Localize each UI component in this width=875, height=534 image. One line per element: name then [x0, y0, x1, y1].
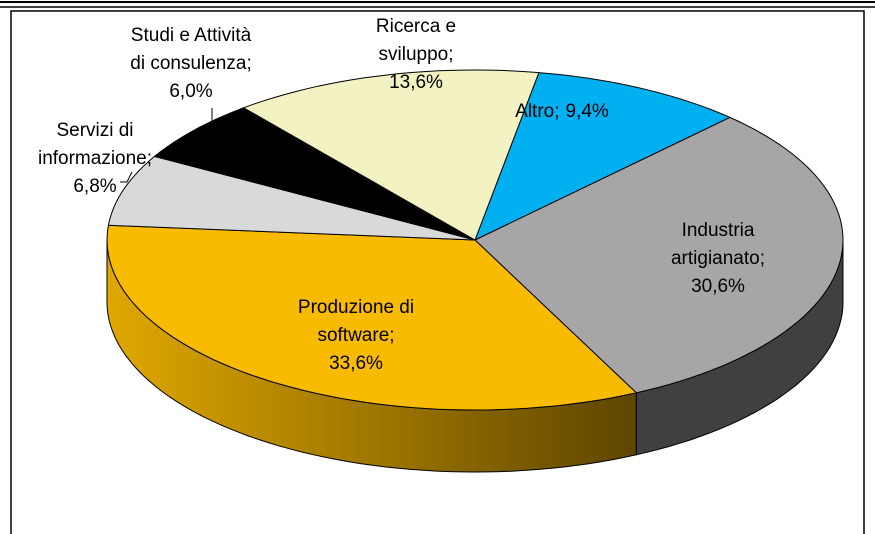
data-label: Servizi di informazione; 6,8%	[38, 120, 152, 197]
label-separator: ;	[147, 148, 152, 169]
label-separator: ;	[246, 53, 251, 74]
slice	[106, 224, 638, 411]
label-line: Industria	[682, 220, 755, 241]
label-separator: ;	[554, 101, 559, 122]
label-line: Studi e Attività	[131, 25, 252, 46]
value-label: 6,0%	[169, 81, 212, 102]
label-line: Altro	[515, 101, 554, 122]
label-separator: ;	[760, 248, 765, 269]
slice	[242, 69, 540, 241]
slice	[474, 116, 844, 394]
label-line: Ricerca e	[376, 16, 456, 37]
label-line: informazione	[38, 148, 147, 169]
data-label: Ricerca e sviluppo; 13,6%	[376, 16, 456, 93]
value-label: 9,4%	[566, 101, 609, 122]
data-label: Produzione di software; 33,6%	[298, 297, 414, 374]
label-line: sviluppo	[379, 44, 449, 65]
label-line: artigianato	[671, 248, 760, 269]
leader-line	[211, 108, 219, 131]
slice	[107, 155, 476, 241]
value-label: 33,6%	[329, 353, 383, 374]
value-label: 13,6%	[389, 72, 443, 93]
data-label: Altro; 9,4%	[515, 101, 609, 122]
slice	[474, 72, 732, 241]
label-line: di consulenza	[130, 53, 247, 74]
value-label: 6,8%	[73, 176, 116, 197]
label-separator: ;	[389, 325, 394, 346]
chart-frame	[10, 10, 865, 534]
slice	[153, 107, 476, 241]
label-line: software	[317, 325, 389, 346]
data-label: Industria artigianato; 30,6%	[671, 220, 765, 297]
label-separator: ;	[448, 44, 453, 65]
label-line: Produzione di	[298, 297, 414, 318]
label-line: Servizi di	[56, 120, 133, 141]
leader-line	[120, 171, 133, 183]
value-label: 30,6%	[691, 276, 745, 297]
data-label: Studi e Attività di consulenza; 6,0%	[130, 25, 251, 102]
